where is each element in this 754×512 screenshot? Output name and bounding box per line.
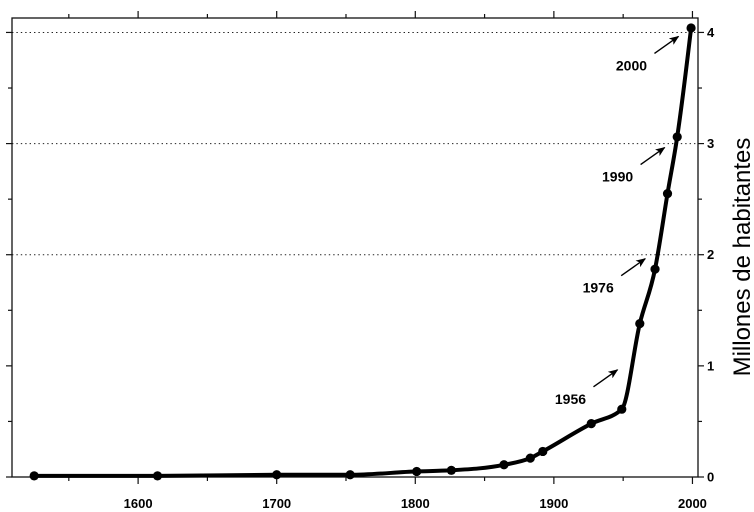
data-point <box>29 471 39 481</box>
data-point <box>617 404 627 414</box>
data-point <box>586 419 596 429</box>
annotation-label: 2000 <box>616 57 647 73</box>
annotation-label: 1990 <box>602 169 633 185</box>
annotation-arrow <box>640 147 666 166</box>
y-tick-label: 2 <box>707 247 714 262</box>
plot-frame <box>11 17 699 478</box>
data-point <box>499 460 509 470</box>
reference-lines <box>12 31 698 256</box>
data-point <box>635 319 645 329</box>
data-point <box>272 470 282 480</box>
annotation-arrow <box>593 369 619 388</box>
annotation-label: 1976 <box>583 280 614 296</box>
population-series <box>29 23 696 481</box>
x-tick-label: 1900 <box>539 496 568 511</box>
data-point <box>525 453 535 463</box>
annotation-arrow <box>620 258 647 277</box>
x-tick-label: 2000 <box>678 496 707 511</box>
y-tick-label: 4 <box>707 25 715 40</box>
y-tick-label: 0 <box>707 470 714 485</box>
x-tick-label: 1600 <box>124 496 153 511</box>
data-point <box>538 446 548 457</box>
data-point <box>446 465 456 475</box>
data-point <box>152 471 163 481</box>
data-point <box>650 264 660 274</box>
y-tick-label: 1 <box>707 358 714 373</box>
data-point <box>662 188 673 199</box>
y-tick-label: 3 <box>707 136 714 151</box>
x-tick-label: 1800 <box>401 496 430 511</box>
data-point <box>672 132 682 142</box>
series-line <box>32 26 694 478</box>
annotation-arrow <box>654 35 680 55</box>
axis-ticks <box>6 11 704 484</box>
data-point <box>412 466 422 477</box>
y-axis-label: Millones de habitantes <box>729 138 754 377</box>
annotations: 1956 1976 1990 2000 <box>555 35 680 407</box>
data-point <box>686 23 696 33</box>
data-point <box>345 470 355 480</box>
x-tick-label: 1700 <box>262 496 291 511</box>
annotation-label: 1956 <box>555 391 586 407</box>
